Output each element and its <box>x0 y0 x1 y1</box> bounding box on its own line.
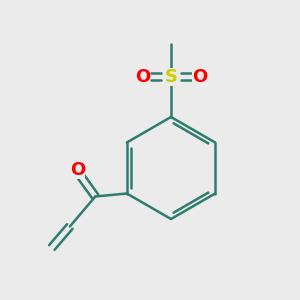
Text: O: O <box>135 68 150 85</box>
Text: S: S <box>164 68 178 85</box>
Text: O: O <box>192 68 207 85</box>
Text: O: O <box>70 160 85 178</box>
